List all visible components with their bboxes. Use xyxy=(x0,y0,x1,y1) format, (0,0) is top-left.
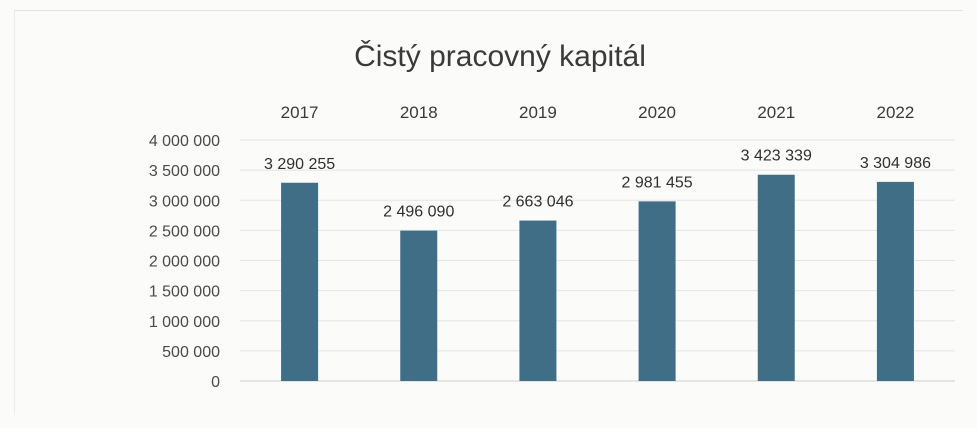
y-tick-label: 3 500 000 xyxy=(149,163,220,180)
y-tick-label: 500 000 xyxy=(162,344,220,361)
x-category-label: 2021 xyxy=(757,103,795,122)
data-label: 3 423 339 xyxy=(741,148,812,165)
bar xyxy=(400,230,438,381)
data-labels: 3 290 255 2 496 090 2 663 046 2 981 455 3 42… xyxy=(264,148,931,221)
data-label: 2 496 090 xyxy=(383,204,454,221)
x-category-label: 2017 xyxy=(281,103,319,122)
y-tick-label: 2 500 000 xyxy=(149,223,220,240)
y-tick-label: 1 500 000 xyxy=(149,284,220,301)
x-category-label: 2018 xyxy=(400,103,438,122)
y-tick-label: 2 000 000 xyxy=(149,254,220,271)
chart-frame xyxy=(14,10,963,415)
y-axis: 0 500 000 1 000 000 1 500 000 2 000 000 2 500… xyxy=(149,133,220,391)
y-tick-label: 3 000 000 xyxy=(149,193,220,210)
bar xyxy=(757,174,795,381)
y-tick-label: 4 000 000 xyxy=(149,133,220,150)
x-category-label: 2022 xyxy=(877,103,915,122)
x-category-label: 2020 xyxy=(638,103,676,122)
chart-title: Čistý pracovný kapitál xyxy=(354,39,646,73)
data-label: 2 981 455 xyxy=(621,174,692,191)
x-category-label: 2019 xyxy=(519,103,557,122)
bar xyxy=(638,201,676,381)
bar xyxy=(519,220,557,381)
y-tick-label: 1 000 000 xyxy=(149,314,220,331)
bar xyxy=(876,181,914,381)
data-label: 3 304 986 xyxy=(860,155,931,172)
bar-series xyxy=(281,174,914,381)
y-tick-label: 0 xyxy=(211,374,220,391)
data-label: 2 663 046 xyxy=(502,194,573,211)
bar xyxy=(281,182,319,381)
x-axis: 2017 2018 2019 2020 2021 2022 xyxy=(281,103,915,122)
data-label: 3 290 255 xyxy=(264,156,335,173)
gridlines xyxy=(240,139,955,382)
